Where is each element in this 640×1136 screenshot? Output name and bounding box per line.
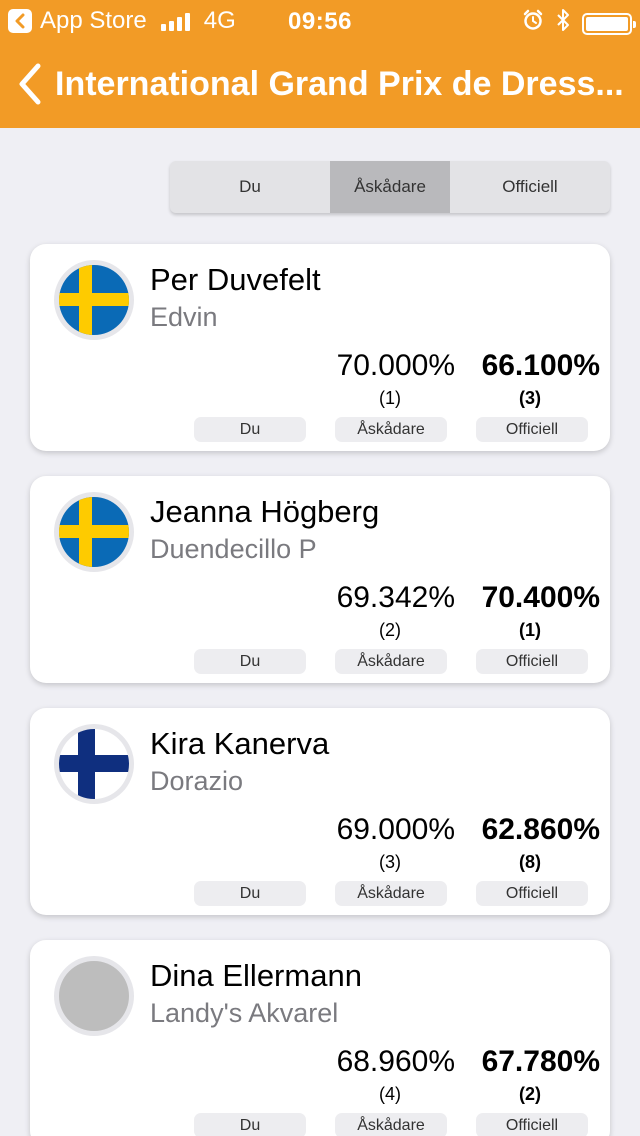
rider-name: Per Duvefelt	[150, 262, 321, 297]
officiell-button[interactable]: Officiell	[476, 1113, 588, 1136]
sweden-flag-icon	[59, 497, 129, 567]
rider-card[interactable]: Kira Kanerva Dorazio 69.000% 62.860% (3)…	[30, 708, 610, 915]
spectator-rank: (3)	[379, 852, 401, 872]
status-left: App Store 4G	[8, 8, 236, 34]
status-right	[522, 8, 636, 39]
official-score: 66.100%	[481, 349, 600, 382]
back-app-label[interactable]: App Store	[40, 7, 147, 34]
rider-name: Dina Ellermann	[150, 958, 362, 993]
status-bar: App Store 4G 09:56	[0, 0, 640, 40]
avatar	[54, 956, 134, 1036]
askadare-button[interactable]: Åskådare	[335, 881, 447, 906]
page-title: International Grand Prix de Dress...	[55, 65, 624, 103]
horse-name: Duendecillo P	[150, 534, 317, 564]
du-button[interactable]: Du	[194, 417, 306, 442]
askadare-button[interactable]: Åskådare	[335, 417, 447, 442]
placeholder-flag-icon	[59, 961, 129, 1031]
avatar	[54, 492, 134, 572]
score-source-segmented-control[interactable]: Du Åskådare Officiell	[170, 161, 610, 213]
sweden-flag-icon	[59, 265, 129, 335]
navigation-bar: International Grand Prix de Dress...	[0, 40, 640, 128]
spectator-score: 70.000%	[336, 349, 455, 382]
rider-name: Kira Kanerva	[150, 726, 330, 761]
spectator-score: 69.000%	[336, 813, 455, 846]
rider-name: Jeanna Högberg	[150, 494, 380, 529]
du-button[interactable]: Du	[194, 649, 306, 674]
back-to-app-icon[interactable]	[8, 9, 32, 33]
finland-flag-icon	[59, 729, 129, 799]
rider-card[interactable]: Dina Ellermann Landy's Akvarel 68.960% 6…	[30, 940, 610, 1136]
bluetooth-icon	[556, 8, 570, 39]
official-rank: (3)	[519, 388, 541, 408]
du-button[interactable]: Du	[194, 881, 306, 906]
rider-card[interactable]: Jeanna Högberg Duendecillo P 69.342% 70.…	[30, 476, 610, 683]
official-rank: (1)	[519, 620, 541, 640]
du-button[interactable]: Du	[194, 1113, 306, 1136]
avatar	[54, 724, 134, 804]
avatar	[54, 260, 134, 340]
official-score: 70.400%	[481, 581, 600, 614]
officiell-button[interactable]: Officiell	[476, 649, 588, 674]
horse-name: Edvin	[150, 302, 218, 332]
chevron-left-icon[interactable]	[14, 62, 46, 106]
segment-askadare[interactable]: Åskådare	[330, 161, 450, 213]
spectator-rank: (4)	[379, 1084, 401, 1104]
official-rank: (8)	[519, 852, 541, 872]
spectator-score: 68.960%	[336, 1045, 455, 1078]
spectator-score: 69.342%	[336, 581, 455, 614]
cellular-signal-icon	[160, 11, 190, 31]
spectator-rank: (1)	[379, 388, 401, 408]
battery-icon	[582, 12, 636, 35]
horse-name: Landy's Akvarel	[150, 998, 339, 1028]
official-score: 67.780%	[481, 1045, 600, 1078]
officiell-button[interactable]: Officiell	[476, 881, 588, 906]
official-rank: (2)	[519, 1084, 541, 1104]
spectator-rank: (2)	[379, 620, 401, 640]
segment-officiell[interactable]: Officiell	[502, 177, 558, 196]
segment-du[interactable]: Du	[239, 177, 261, 196]
official-score: 62.860%	[481, 813, 600, 846]
rider-card[interactable]: Per Duvefelt Edvin 70.000% 66.100% (1) (…	[30, 244, 610, 451]
officiell-button[interactable]: Officiell	[476, 417, 588, 442]
network-type: 4G	[203, 7, 236, 34]
horse-name: Dorazio	[150, 766, 244, 796]
askadare-button[interactable]: Åskådare	[335, 649, 447, 674]
alarm-icon	[522, 9, 544, 38]
askadare-button[interactable]: Åskådare	[335, 1113, 447, 1136]
